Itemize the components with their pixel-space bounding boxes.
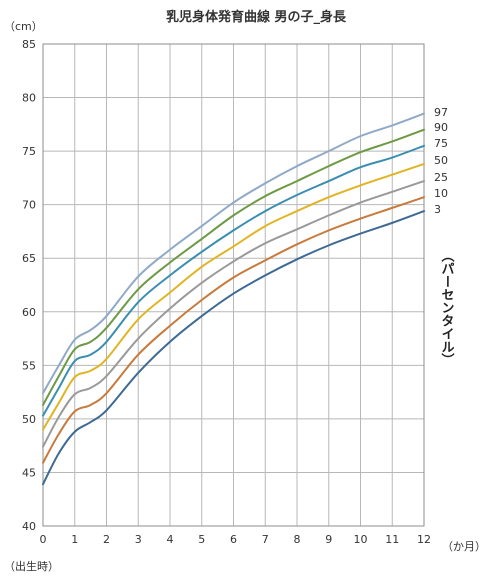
x-tick-label: 6 xyxy=(230,533,237,546)
percentile-labels: 97 90 75 50 25 10 3 xyxy=(434,106,448,216)
y-axis-unit: （cm） xyxy=(4,20,43,33)
series-line-p25 xyxy=(42,180,425,448)
y-tick-label: 75 xyxy=(22,145,36,158)
series-line-p3 xyxy=(42,210,425,486)
y-tick-label: 80 xyxy=(22,92,36,105)
x-tick-label: 7 xyxy=(262,533,269,546)
x-tick-label: 0 xyxy=(40,533,47,546)
series-line-p50 xyxy=(42,162,425,431)
x-tick-label: 12 xyxy=(417,533,431,546)
percentile-label: 97 xyxy=(434,106,448,119)
x-tick-label: 8 xyxy=(294,533,301,546)
series-line-p97 xyxy=(42,112,425,395)
y-tick-label: 45 xyxy=(22,466,36,479)
y-tick-label: 70 xyxy=(22,199,36,212)
x-start-note: （出生時） xyxy=(4,559,59,573)
x-tick-label: 1 xyxy=(71,533,78,546)
percentile-label: 25 xyxy=(434,171,448,184)
y-tick-label: 40 xyxy=(22,520,36,533)
percentile-axis-label: （パーセンタイル） xyxy=(439,249,456,366)
x-tick-label: 4 xyxy=(167,533,174,546)
x-tick-label: 11 xyxy=(385,533,399,546)
x-tick-label: 2 xyxy=(103,533,110,546)
percentile-label: 90 xyxy=(434,121,448,134)
series-lines xyxy=(42,112,425,486)
y-tick-label: 85 xyxy=(22,38,36,51)
chart-title: 乳児身体発育曲線 男の子_身長 xyxy=(166,9,347,25)
y-tick-label: 65 xyxy=(22,252,36,265)
series-line-p10 xyxy=(42,196,425,464)
x-tick-label: 3 xyxy=(135,533,142,546)
y-tick-label: 50 xyxy=(22,413,36,426)
x-tick-label: 5 xyxy=(198,533,205,546)
x-tick-label: 9 xyxy=(325,533,332,546)
series-line-p90 xyxy=(42,128,425,406)
x-axis-unit: （か月） xyxy=(442,540,486,553)
plot-border xyxy=(42,43,425,527)
series-line-p75 xyxy=(42,144,425,417)
percentile-label: 75 xyxy=(434,137,448,150)
percentile-label: 3 xyxy=(434,203,441,216)
percentile-label: 10 xyxy=(434,187,448,200)
x-tick-label: 10 xyxy=(354,533,368,546)
grid xyxy=(42,43,425,527)
y-tick-label: 55 xyxy=(22,359,36,372)
percentile-label: 50 xyxy=(434,154,448,167)
y-tick-label: 60 xyxy=(22,306,36,319)
